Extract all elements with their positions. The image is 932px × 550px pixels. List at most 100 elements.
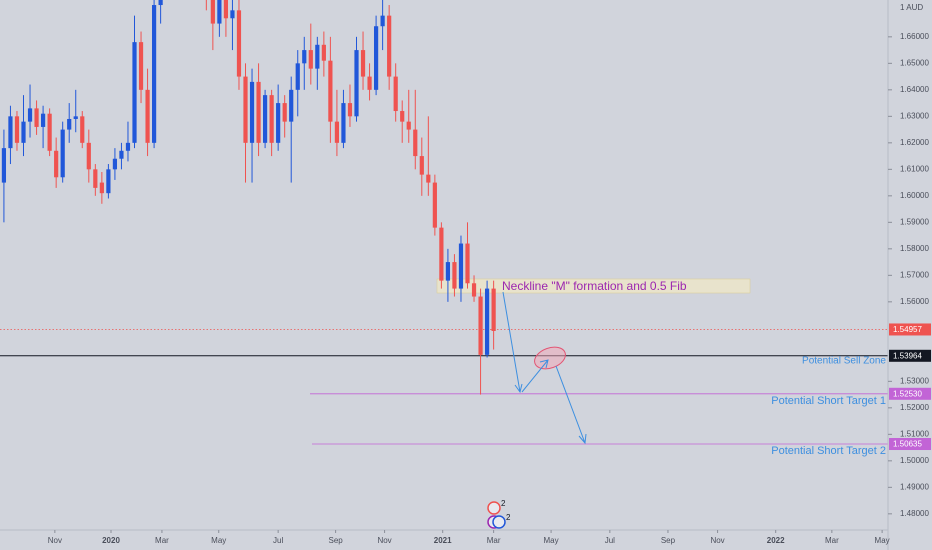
candle-body: [112, 158, 118, 170]
x-tick-label: Jul: [273, 536, 283, 545]
candle-body: [80, 116, 85, 143]
candle-body: [465, 243, 470, 284]
x-tick-label: May: [211, 536, 226, 545]
event-count: 2: [506, 513, 511, 522]
candle-body: [458, 243, 464, 289]
candle-body: [432, 182, 437, 228]
x-tick-label: Sep: [328, 536, 343, 545]
event-icon: [487, 501, 501, 515]
candle-body: [367, 76, 372, 90]
levels: [0, 329, 888, 445]
candle-body: [243, 76, 248, 143]
candle-body: [426, 174, 431, 183]
candle-body: [282, 103, 287, 122]
candle-body: [67, 118, 72, 130]
y-tick-label: 1.51000: [900, 429, 929, 438]
candle-body: [217, 0, 222, 24]
neckline-label: Neckline "M" formation and 0.5 Fib: [502, 279, 687, 293]
price-badge-label: 1.50635: [893, 440, 922, 449]
candle-body: [47, 113, 52, 151]
candle-body: [230, 10, 235, 19]
candles: [1, 0, 496, 395]
candle-body: [452, 262, 457, 289]
target-2-label: Potential Short Target 2: [771, 445, 886, 457]
candle-body: [471, 283, 477, 297]
candle-body: [289, 89, 294, 122]
candle-body: [269, 95, 274, 143]
candle-body: [347, 103, 353, 117]
y-tick-label: 1.60000: [900, 191, 929, 200]
y-tick-label: 1.64000: [900, 85, 929, 94]
candle-body: [315, 44, 320, 69]
candle-body: [341, 103, 346, 143]
candle-body: [484, 288, 490, 355]
candle-body: [295, 63, 300, 90]
candle-body: [40, 113, 46, 127]
candle-body: [393, 76, 398, 112]
candle-body: [439, 227, 444, 281]
y-tick-label: 1.57000: [900, 270, 929, 279]
y-tick-label: 1.59000: [900, 217, 929, 226]
candle-body: [14, 116, 20, 143]
candle-body: [249, 81, 255, 143]
projection-arrows: [502, 291, 587, 445]
candle-body: [387, 15, 392, 77]
candle-body: [223, 0, 229, 19]
y-tick-label: 1.65000: [900, 58, 929, 67]
sell-zone-label: Potential Sell Zone: [802, 356, 886, 367]
x-tick-label: 2022: [767, 536, 785, 545]
x-tick-label: Mar: [155, 536, 169, 545]
candle-body: [60, 129, 65, 178]
price-badge-label: 1.52530: [893, 389, 922, 398]
candle-body: [491, 288, 496, 331]
x-tick-label: Nov: [710, 536, 724, 545]
candle-body: [445, 262, 451, 281]
x-tick-label: Mar: [825, 536, 839, 545]
candle-body: [373, 26, 379, 90]
arrow: [555, 365, 587, 445]
y-tick-label: 1.50000: [900, 456, 929, 465]
candle-body: [93, 169, 98, 188]
candle-body: [262, 95, 268, 143]
candle-body: [302, 50, 307, 64]
candle-body: [27, 108, 33, 122]
y-tick-label: 1.62000: [900, 138, 929, 147]
candle-body: [354, 50, 359, 117]
candle-body: [328, 60, 333, 122]
candle-body: [34, 108, 39, 127]
x-tick-label: Nov: [377, 536, 391, 545]
candle-body: [308, 50, 313, 69]
currency-label: 1 AUD: [900, 3, 923, 12]
x-tick-label: Mar: [487, 536, 501, 545]
candle-body: [406, 121, 411, 130]
candle-body: [54, 150, 59, 178]
y-tick-label: 1.63000: [900, 111, 929, 120]
x-tick-label: Sep: [661, 536, 676, 545]
candle-body: [106, 169, 111, 194]
sell-zone-ellipse: [534, 346, 566, 370]
candle-body: [73, 116, 78, 119]
arrow: [521, 359, 549, 393]
price-badge: [889, 387, 931, 400]
candle-body: [125, 142, 131, 151]
candle-body: [86, 142, 91, 170]
candle-body: [151, 5, 157, 143]
price-badge: [889, 349, 931, 362]
x-tick-label: May: [544, 536, 559, 545]
y-tick-label: 1.49000: [900, 482, 929, 491]
candle-body: [419, 156, 424, 175]
y-tick-label: 1.61000: [900, 164, 929, 173]
price-badge: [889, 323, 931, 336]
candle-body: [478, 296, 483, 355]
y-tick-label: 1.56000: [900, 297, 929, 306]
y-tick-label: 1.66000: [900, 32, 929, 41]
axes: 1.66000 1.65000 1.64000 1.63000 1.62000 1.610…: [48, 32, 931, 545]
candle-body: [400, 111, 405, 122]
candle-body: [8, 116, 13, 149]
arrow: [502, 291, 523, 394]
x-tick-label: Nov: [48, 536, 62, 545]
candle-body: [158, 0, 163, 6]
x-tick-label: 2020: [102, 536, 120, 545]
